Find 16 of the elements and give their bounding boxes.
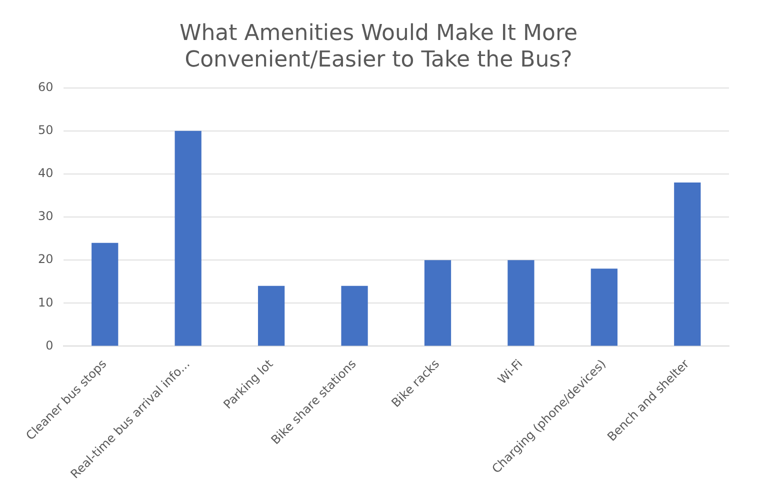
bar xyxy=(341,286,368,346)
bar xyxy=(590,268,618,346)
y-tick-label: 0 xyxy=(46,338,54,352)
bar xyxy=(674,182,701,346)
y-tick-label: 40 xyxy=(38,166,54,180)
bar xyxy=(508,260,534,346)
y-tick-label: 20 xyxy=(38,252,54,266)
bar xyxy=(92,242,118,346)
y-tick-label: 30 xyxy=(38,209,54,224)
chart-title: What Amenities Would Make It More Convenient/Easier to Take the Bus? xyxy=(179,20,578,72)
bar xyxy=(258,286,285,346)
bar xyxy=(424,260,452,346)
y-tick-label: 60 xyxy=(38,80,54,94)
y-tick-label: 10 xyxy=(38,295,54,310)
bar xyxy=(174,130,202,346)
y-tick-label: 50 xyxy=(38,122,54,137)
